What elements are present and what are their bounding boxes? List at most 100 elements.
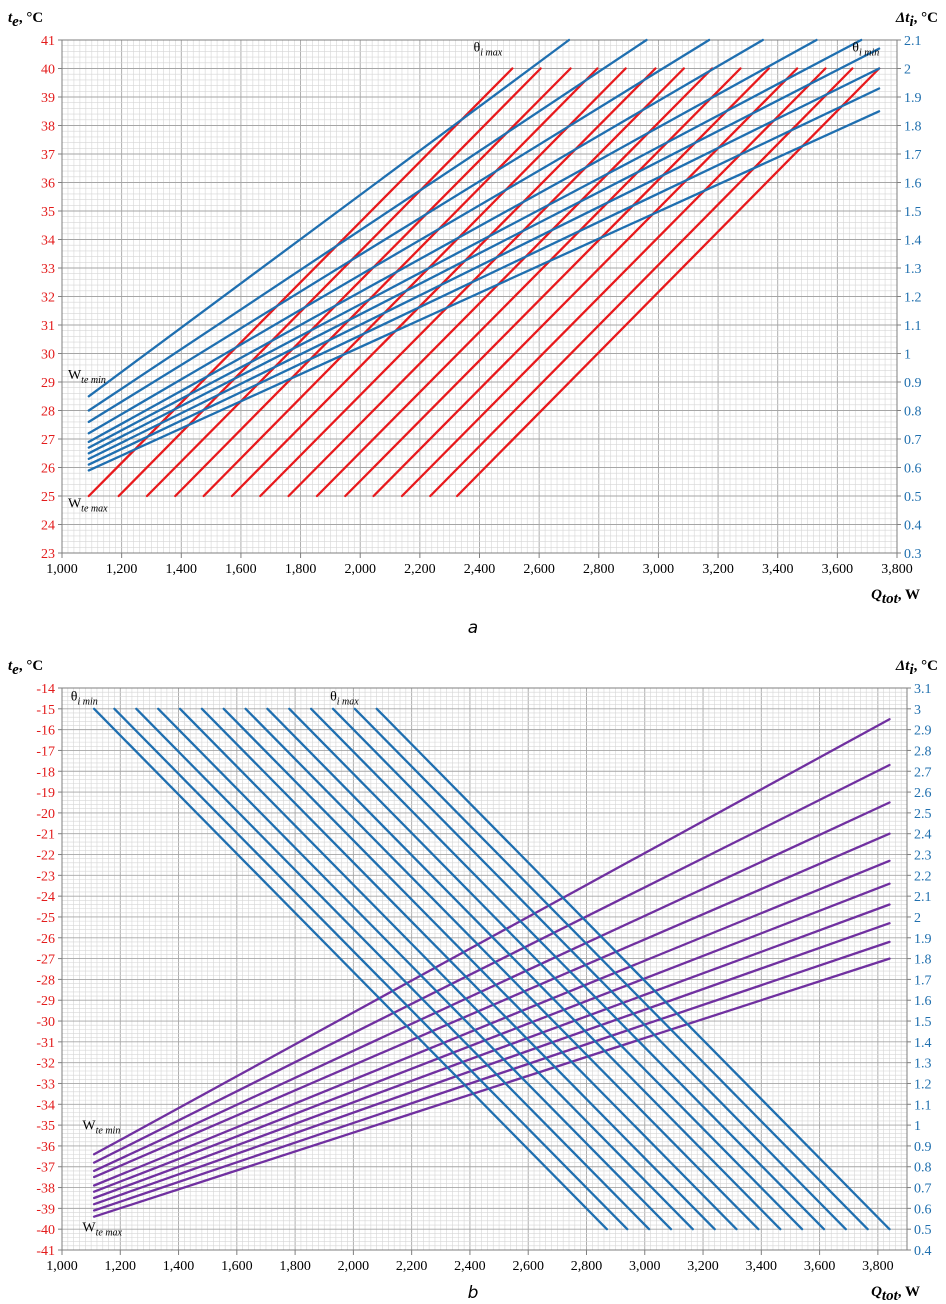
y-left-tick-label: -17 xyxy=(36,744,55,759)
y-right-tick-label: 0.7 xyxy=(914,1182,932,1197)
x-axis-label-symbol: Q xyxy=(871,587,882,603)
y-right-tick-label: 2.9 xyxy=(914,724,932,739)
y-right-tick-label: 1.3 xyxy=(904,262,922,277)
y-right-tick-label: 0.7 xyxy=(904,433,922,448)
y-left-tick-label: 32 xyxy=(41,291,55,306)
y-left-tick-label: 36 xyxy=(41,177,55,192)
y-left-tick-label: -27 xyxy=(36,953,55,968)
x-tick-label: 3,800 xyxy=(862,1259,894,1274)
x-tick-label: 3,400 xyxy=(762,562,794,577)
annotation-symbol: θ xyxy=(474,40,481,55)
chart-caption: a xyxy=(468,618,478,638)
y-right-tick-label: 0.6 xyxy=(904,462,922,477)
y-right-tick-label: 0.8 xyxy=(914,1161,932,1176)
y-left-tick-label: -28 xyxy=(36,973,55,988)
y-right-tick-label: 2.6 xyxy=(914,786,932,801)
purple-line-3 xyxy=(92,801,891,1173)
y-right-tick-label: 1.9 xyxy=(904,91,922,106)
x-tick-label: 2,600 xyxy=(523,562,555,577)
red-line-11 xyxy=(372,67,799,498)
blue-line-3 xyxy=(135,707,651,1231)
x-tick-label: 3,400 xyxy=(746,1259,778,1274)
blue-line-2 xyxy=(113,707,629,1231)
y-left-tick-label: 41 xyxy=(41,34,55,49)
annotation-sub: te min xyxy=(81,375,106,386)
purple-line-2 xyxy=(92,763,891,1164)
blue-line-5 xyxy=(178,707,694,1231)
x-tick-label: 2,400 xyxy=(464,562,496,577)
purple-line-4 xyxy=(92,832,891,1179)
y-right-tick-label: 1.5 xyxy=(914,1015,932,1030)
x-tick-label: 2,800 xyxy=(571,1259,603,1274)
x-axis-label-sub: tot xyxy=(882,1288,899,1304)
y-left-ticks: 23 24 25 26 27 28 29 30 31 32 33 34 35 36 37 38 39 40 41 xyxy=(41,34,62,562)
y-right-tick-label: 1.1 xyxy=(904,319,922,334)
y-left-tick-label: -16 xyxy=(36,724,55,739)
red-line-5 xyxy=(202,67,627,498)
x-tick-label: 1,600 xyxy=(221,1259,253,1274)
annotation-symbol: θ xyxy=(330,689,337,704)
plot-frame xyxy=(61,687,908,1251)
y-right-tick-label: 1.6 xyxy=(914,994,932,1009)
y-left-axis-label-unit: , °C xyxy=(19,10,43,26)
annotation-symbol: θ xyxy=(852,40,859,55)
annotation-w-max: Wte max xyxy=(68,496,108,514)
y-left-tick-label: -32 xyxy=(36,1057,55,1072)
y-right-tick-label: 1.1 xyxy=(914,1098,932,1113)
y-left-tick-label: 26 xyxy=(41,462,55,477)
y-left-tick-label: -30 xyxy=(36,1015,55,1030)
y-right-tick-label: 2.2 xyxy=(914,869,932,884)
blue-line-9 xyxy=(87,87,881,466)
x-axis-label: Qtot, W xyxy=(871,1284,920,1304)
blue-line-1 xyxy=(92,707,609,1231)
chart-caption: b xyxy=(468,1283,479,1303)
x-axis-label: Qtot, W xyxy=(871,587,920,607)
y-right-tick-label: 1.4 xyxy=(914,1036,932,1051)
x-tick-label: 2,400 xyxy=(454,1259,486,1274)
annotation-sub: i min xyxy=(77,696,97,707)
y-left-tick-label: -38 xyxy=(36,1182,55,1197)
purple-line-6 xyxy=(92,882,891,1193)
blue-line-4 xyxy=(87,38,764,435)
blue-line-6 xyxy=(87,38,863,449)
y-left-tick-label: 28 xyxy=(41,405,55,420)
annotation-sub: te max xyxy=(96,1227,123,1238)
red-line-12 xyxy=(400,67,827,498)
annotation-symbol: θ xyxy=(71,689,78,704)
annotation-w-min: Wte min xyxy=(82,1118,120,1136)
blue-line-6 xyxy=(200,707,716,1231)
purple-line-8 xyxy=(92,922,891,1206)
purple-line-9 xyxy=(92,940,891,1212)
x-tick-label: 2,200 xyxy=(404,562,436,577)
x-axis-label-unit: , W xyxy=(898,1284,920,1300)
red-line-group xyxy=(87,67,881,498)
y-left-tick-label: -37 xyxy=(36,1161,55,1176)
x-tick-label: 2,200 xyxy=(396,1259,428,1274)
y-right-tick-label: 2.1 xyxy=(914,890,932,905)
plot-area xyxy=(62,688,907,1250)
y-left-tick-label: 29 xyxy=(41,376,55,391)
y-right-tick-label: 2 xyxy=(914,911,921,926)
x-tick-label: 2,000 xyxy=(338,1259,370,1274)
y-left-tick-label: -14 xyxy=(36,682,55,697)
y-left-tick-label: 38 xyxy=(41,120,55,135)
x-tick-label: 2,800 xyxy=(583,562,615,577)
y-right-axis-label-symbol: Δt xyxy=(895,658,910,674)
blue-line-8 xyxy=(87,67,881,461)
y-right-tick-label: 3.1 xyxy=(914,682,932,697)
y-right-tick-label: 0.4 xyxy=(904,519,922,534)
y-right-tick-label: 0.5 xyxy=(914,1223,932,1238)
x-tick-label: 1,800 xyxy=(279,1259,311,1274)
x-tick-label: 1,000 xyxy=(46,562,78,577)
x-tick-label: 3,000 xyxy=(643,562,675,577)
x-tick-label: 1,200 xyxy=(106,562,138,577)
chart-b: 1,000 1,200 1,400 1,600 1,800 2,000 2,200 2,400… xyxy=(8,658,938,1304)
blue-line-5 xyxy=(87,38,818,444)
y-right-tick-label: 0.5 xyxy=(904,490,922,505)
y-right-tick-label: 1.2 xyxy=(914,1077,932,1092)
y-right-tick-label: 0.6 xyxy=(914,1202,932,1217)
x-axis-label-symbol: Q xyxy=(871,1284,882,1300)
